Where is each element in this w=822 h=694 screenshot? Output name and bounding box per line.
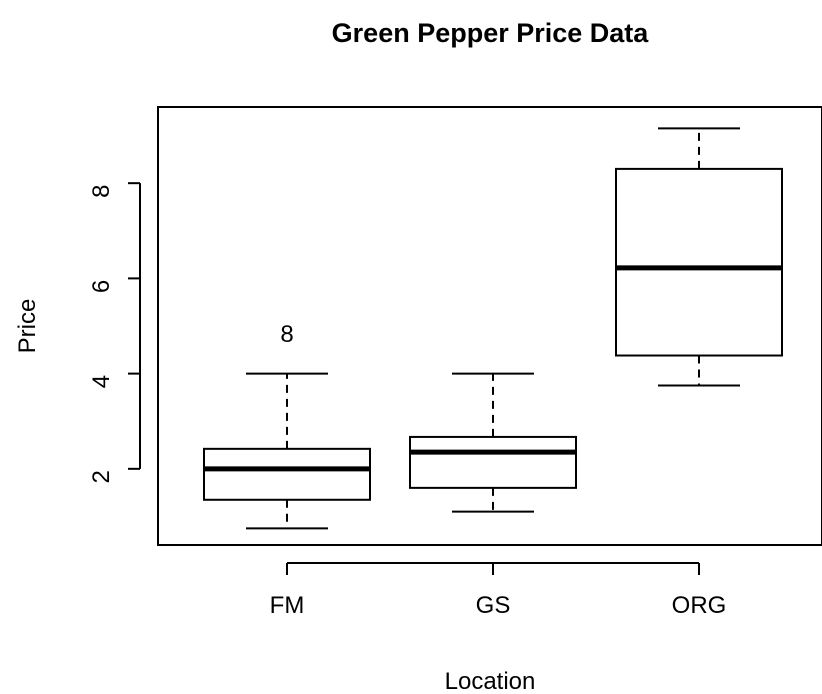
y-tick-label: 8 bbox=[88, 184, 115, 197]
x-tick-label: ORG bbox=[672, 592, 727, 619]
y-tick-label: 2 bbox=[88, 470, 115, 483]
interquartile-box bbox=[615, 167, 783, 357]
interquartile-box bbox=[203, 447, 371, 501]
box-fm: 8 bbox=[203, 321, 371, 530]
y-axis-label: Price bbox=[14, 299, 41, 354]
chart-title: Green Pepper Price Data bbox=[332, 18, 650, 48]
plot-area-frame bbox=[157, 106, 822, 546]
boxes: 8 bbox=[203, 127, 783, 530]
x-tick-label: FM bbox=[270, 592, 305, 619]
y-tick-label: 4 bbox=[88, 375, 115, 388]
x-axis-label: Location bbox=[445, 668, 536, 694]
y-axis: 2 4 6 8 bbox=[88, 182, 141, 484]
box-org bbox=[615, 127, 783, 387]
y-tick-label: 6 bbox=[88, 280, 115, 293]
outlier-point: 8 bbox=[280, 321, 293, 348]
box-gs bbox=[409, 372, 577, 513]
interquartile-box bbox=[409, 435, 577, 489]
x-axis: FM GS ORG bbox=[270, 562, 727, 619]
x-tick-label: GS bbox=[476, 592, 511, 619]
